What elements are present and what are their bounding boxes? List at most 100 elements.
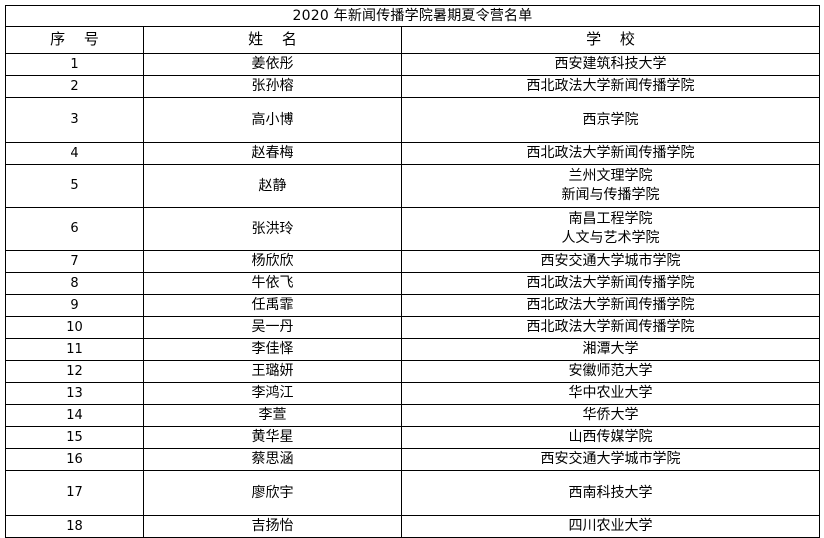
row-school-line: 华中农业大学 (568, 385, 653, 402)
row-school-line: 湘潭大学 (582, 341, 639, 358)
row-index: 7 (5, 250, 144, 273)
row-name: 赵春梅 (143, 142, 402, 165)
row-name: 高小博 (143, 97, 402, 143)
row-index: 2 (5, 75, 144, 98)
row-school: 西北政法大学新闻传播学院 (401, 316, 820, 339)
row-school-line: 华侨大学 (582, 407, 639, 424)
row-school-line: 西安建筑科技大学 (554, 56, 667, 73)
row-name: 任禹霏 (143, 294, 402, 317)
column-header-name: 姓 名 (143, 26, 402, 54)
row-name: 杨欣欣 (143, 250, 402, 273)
row-school-line: 西安交通大学城市学院 (540, 253, 681, 270)
table-row: 10 吴一丹 西北政法大学新闻传播学院 (5, 316, 820, 339)
row-index: 17 (5, 470, 144, 516)
row-school: 山西传媒学院 (401, 426, 820, 449)
document-title: 2020 年新闻传播学院暑期夏令营名单 (5, 5, 820, 27)
row-index: 16 (5, 448, 144, 471)
row-school: 西北政法大学新闻传播学院 (401, 294, 820, 317)
table-row: 13 李鸿江 华中农业大学 (5, 382, 820, 405)
row-index: 14 (5, 404, 144, 427)
row-school-line: 四川农业大学 (568, 518, 653, 535)
table-row: 11 李佳怿 湘潭大学 (5, 338, 820, 361)
row-school-line: 人文与艺术学院 (561, 230, 660, 246)
row-name: 张洪玲 (143, 207, 402, 251)
row-index: 8 (5, 272, 144, 295)
row-school: 湘潭大学 (401, 338, 820, 361)
title-row: 2020 年新闻传播学院暑期夏令营名单 (5, 5, 820, 27)
table-row: 3 高小博 西京学院 (5, 97, 820, 143)
row-school: 西安交通大学城市学院 (401, 448, 820, 471)
column-header-label: 序 号 (50, 30, 106, 49)
row-school-line: 西北政法大学新闻传播学院 (526, 275, 695, 292)
table-row: 1 姜依彤 西安建筑科技大学 (5, 53, 820, 76)
row-school: 华侨大学 (401, 404, 820, 427)
row-school: 西北政法大学新闻传播学院 (401, 272, 820, 295)
row-school: 西京学院 (401, 97, 820, 143)
row-school: 西北政法大学新闻传播学院 (401, 75, 820, 98)
table-row: 15 黄华星 山西传媒学院 (5, 426, 820, 449)
row-school-line: 兰州文理学院 (568, 168, 653, 185)
table-row: 6 张洪玲 南昌工程学院 人文与艺术学院 (5, 207, 820, 251)
row-school-line: 安徽师范大学 (568, 363, 653, 380)
row-name: 蔡思涵 (143, 448, 402, 471)
row-school: 西安建筑科技大学 (401, 53, 820, 76)
row-school: 兰州文理学院 新闻与传播学院 (401, 164, 820, 208)
table-row: 5 赵静 兰州文理学院 新闻与传播学院 (5, 164, 820, 208)
row-name: 姜依彤 (143, 53, 402, 76)
table-row: 4 赵春梅 西北政法大学新闻传播学院 (5, 142, 820, 165)
row-name: 赵静 (143, 164, 402, 208)
row-school: 南昌工程学院 人文与艺术学院 (401, 207, 820, 251)
row-school-line: 南昌工程学院 (568, 211, 653, 228)
table-row: 18 吉扬怡 四川农业大学 (5, 515, 820, 538)
row-index: 5 (5, 164, 144, 208)
row-school-line: 山西传媒学院 (568, 429, 653, 446)
row-name: 李萱 (143, 404, 402, 427)
document-page: 2020 年新闻传播学院暑期夏令营名单序 号 姓 名 学 校 1 姜依彤 西安建筑科技大学… (5, 5, 820, 538)
row-school: 西南科技大学 (401, 470, 820, 516)
row-index: 13 (5, 382, 144, 405)
row-name: 廖欣宇 (143, 470, 402, 516)
row-name: 牛依飞 (143, 272, 402, 295)
row-school: 安徽师范大学 (401, 360, 820, 383)
row-index: 10 (5, 316, 144, 339)
table-row: 2 张孙榕 西北政法大学新闻传播学院 (5, 75, 820, 98)
roster-table-body: 2020 年新闻传播学院暑期夏令营名单序 号 姓 名 学 校 1 姜依彤 西安建筑科技大学… (5, 5, 820, 538)
row-school: 西安交通大学城市学院 (401, 250, 820, 273)
row-school-line: 西京学院 (582, 111, 639, 128)
row-index: 15 (5, 426, 144, 449)
row-name: 吴一丹 (143, 316, 402, 339)
row-index: 4 (5, 142, 144, 165)
column-header-school: 学 校 (401, 26, 820, 54)
row-index: 12 (5, 360, 144, 383)
row-name: 黄华星 (143, 426, 402, 449)
row-name: 李佳怿 (143, 338, 402, 361)
row-index: 1 (5, 53, 144, 76)
row-school-line: 西北政法大学新闻传播学院 (526, 319, 695, 336)
row-school-line: 西安交通大学城市学院 (540, 451, 681, 468)
row-name: 王璐妍 (143, 360, 402, 383)
table-row: 17 廖欣宇 西南科技大学 (5, 470, 820, 516)
row-name: 张孙榕 (143, 75, 402, 98)
row-school-line: 西北政法大学新闻传播学院 (526, 297, 695, 314)
row-school-line: 西北政法大学新闻传播学院 (526, 78, 695, 95)
table-row: 12 王璐妍 安徽师范大学 (5, 360, 820, 383)
row-index: 3 (5, 97, 144, 143)
column-header-label: 学 校 (586, 30, 642, 49)
row-school-line: 西北政法大学新闻传播学院 (526, 145, 695, 162)
header-row: 序 号姓 名学 校 (5, 26, 820, 54)
row-school: 西北政法大学新闻传播学院 (401, 142, 820, 165)
row-name: 李鸿江 (143, 382, 402, 405)
row-school-line: 新闻与传播学院 (561, 187, 660, 203)
table-row: 8 牛依飞 西北政法大学新闻传播学院 (5, 272, 820, 295)
table-row: 7 杨欣欣 西安交通大学城市学院 (5, 250, 820, 273)
row-school-line: 西南科技大学 (568, 484, 653, 501)
table-row: 14 李萱 华侨大学 (5, 404, 820, 427)
row-school: 华中农业大学 (401, 382, 820, 405)
row-index: 9 (5, 294, 144, 317)
column-header-index: 序 号 (5, 26, 144, 54)
roster-table: 2020 年新闻传播学院暑期夏令营名单序 号 姓 名 学 校 1 姜依彤 西安建筑科技大学… (5, 5, 820, 538)
table-row: 16 蔡思涵 西安交通大学城市学院 (5, 448, 820, 471)
row-index: 6 (5, 207, 144, 251)
column-header-label: 姓 名 (248, 30, 304, 49)
row-index: 18 (5, 515, 144, 538)
